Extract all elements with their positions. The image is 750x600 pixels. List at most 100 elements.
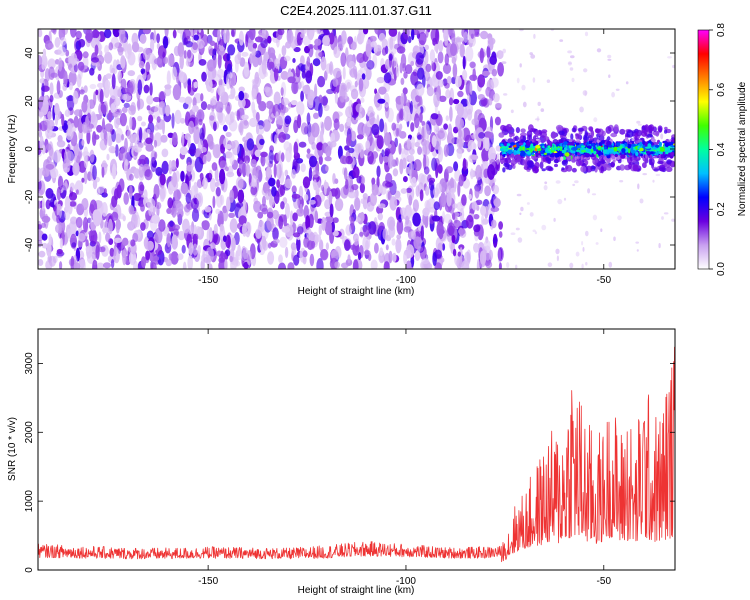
noise-speck	[571, 77, 575, 83]
noise-blob	[81, 177, 85, 183]
noise-blob	[383, 156, 389, 163]
noise-blob	[274, 134, 278, 145]
noise-speck	[547, 262, 553, 268]
noise-blob	[353, 234, 360, 246]
signal-core	[636, 156, 640, 159]
noise-blob	[469, 82, 473, 95]
noise-blob	[435, 29, 440, 45]
noise-speck	[671, 218, 675, 222]
noise-blob	[432, 252, 437, 266]
noise-speck	[575, 251, 580, 257]
noise-blob	[352, 241, 360, 256]
noise-blob	[263, 51, 270, 62]
noise-speck	[557, 198, 563, 205]
noise-blob	[171, 204, 177, 218]
noise-blob	[289, 210, 294, 226]
noise-blob	[402, 157, 407, 170]
noise-blob	[388, 53, 393, 61]
noise-blob	[172, 29, 177, 39]
noise-blob	[100, 129, 108, 141]
noise-blob	[349, 68, 357, 78]
noise-blob	[496, 153, 500, 165]
noise-blob	[198, 59, 207, 66]
noise-blob	[38, 189, 44, 197]
noise-blob	[209, 115, 215, 121]
noise-blob	[403, 226, 412, 233]
noise-blob	[205, 77, 213, 92]
noise-blob	[45, 188, 54, 199]
noise-speck	[563, 197, 567, 201]
noise-blob	[318, 239, 324, 251]
noise-blob	[38, 259, 44, 266]
noise-blob	[458, 228, 466, 235]
noise-blob	[414, 113, 420, 129]
noise-blob	[213, 233, 221, 245]
signal-core	[538, 139, 541, 143]
noise-speck	[625, 81, 629, 85]
noise-blob	[469, 74, 478, 81]
noise-blob	[487, 164, 496, 180]
noise-speck	[585, 230, 589, 237]
noise-blob	[143, 189, 148, 201]
noise-blob	[198, 29, 202, 33]
signal-core	[586, 142, 589, 145]
noise-blob	[219, 252, 227, 262]
signal-halo	[642, 162, 647, 169]
noise-blob	[473, 214, 480, 220]
noise-blob	[450, 187, 457, 193]
noise-blob	[313, 179, 317, 191]
noise-speck	[555, 248, 560, 255]
noise-speck	[555, 180, 561, 184]
noise-blob	[238, 90, 245, 101]
signal-core	[563, 141, 568, 146]
noise-blob	[318, 51, 325, 58]
noise-blob	[121, 134, 125, 141]
signal-core	[554, 145, 557, 149]
noise-speck	[534, 231, 538, 235]
signal-core	[551, 147, 555, 151]
noise-blob	[344, 179, 349, 190]
noise-blob	[466, 94, 471, 108]
noise-blob	[445, 89, 451, 99]
signal-core	[613, 146, 618, 151]
noise-speck	[592, 214, 598, 221]
noise-blob	[152, 96, 161, 103]
noise-blob	[293, 46, 301, 53]
signal-halo	[644, 124, 649, 132]
noise-speck	[608, 74, 611, 78]
signal-halo	[646, 133, 653, 138]
noise-blob	[77, 61, 85, 71]
noise-blob	[154, 227, 163, 244]
noise-blob	[307, 89, 316, 106]
noise-blob	[187, 149, 196, 155]
noise-speck	[570, 55, 575, 59]
noise-blob	[254, 36, 264, 43]
noise-blob	[231, 29, 235, 37]
noise-blob	[419, 112, 423, 123]
signal-core	[630, 146, 634, 152]
noise-blob	[182, 29, 191, 40]
noise-blob	[98, 231, 102, 244]
noise-blob	[417, 146, 423, 155]
noise-blob	[290, 242, 297, 251]
noise-blob	[44, 95, 48, 102]
noise-blob	[190, 185, 197, 200]
noise-blob	[103, 262, 111, 269]
noise-blob	[483, 239, 491, 251]
noise-blob	[412, 199, 419, 212]
noise-blob	[75, 30, 82, 40]
noise-blob	[337, 145, 343, 160]
noise-blob	[138, 127, 143, 142]
noise-speck	[667, 56, 672, 59]
noise-blob	[436, 221, 444, 238]
spectrogram-panel: -150 -100 -50 -40 -20 0 20 40 Height of straig…	[7, 28, 676, 297]
noise-blob	[150, 156, 157, 173]
noise-blob	[341, 30, 347, 45]
noise-blob	[302, 250, 308, 258]
noise-blob	[72, 90, 79, 105]
noise-blob	[73, 109, 83, 117]
colorbar-gradient	[697, 29, 710, 270]
signal-core	[670, 141, 674, 145]
signal-core	[568, 139, 573, 143]
signal-core	[621, 148, 626, 153]
